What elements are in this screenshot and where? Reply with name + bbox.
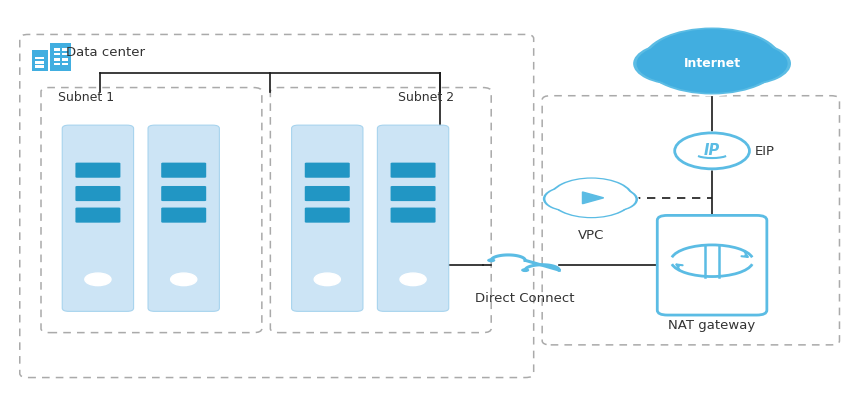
Circle shape bbox=[542, 186, 596, 212]
FancyBboxPatch shape bbox=[148, 126, 220, 312]
FancyBboxPatch shape bbox=[304, 187, 350, 202]
Circle shape bbox=[400, 273, 426, 286]
Circle shape bbox=[671, 132, 753, 171]
FancyBboxPatch shape bbox=[35, 62, 44, 64]
FancyBboxPatch shape bbox=[54, 54, 60, 56]
FancyBboxPatch shape bbox=[162, 187, 206, 202]
Circle shape bbox=[642, 28, 781, 95]
Circle shape bbox=[630, 41, 726, 88]
Circle shape bbox=[171, 273, 197, 286]
FancyBboxPatch shape bbox=[162, 163, 206, 178]
FancyBboxPatch shape bbox=[292, 126, 363, 312]
Circle shape bbox=[646, 30, 778, 94]
FancyBboxPatch shape bbox=[62, 54, 68, 56]
Polygon shape bbox=[582, 192, 604, 204]
FancyBboxPatch shape bbox=[35, 66, 44, 69]
Text: Subnet 2: Subnet 2 bbox=[398, 90, 454, 103]
Circle shape bbox=[590, 189, 635, 211]
Text: VPC: VPC bbox=[578, 229, 604, 242]
FancyBboxPatch shape bbox=[557, 198, 625, 209]
Circle shape bbox=[639, 27, 785, 97]
Text: NAT gateway: NAT gateway bbox=[669, 318, 756, 331]
FancyBboxPatch shape bbox=[654, 62, 770, 79]
Circle shape bbox=[663, 32, 738, 68]
FancyBboxPatch shape bbox=[391, 187, 435, 202]
Circle shape bbox=[314, 273, 340, 286]
FancyBboxPatch shape bbox=[62, 126, 133, 312]
FancyBboxPatch shape bbox=[377, 126, 449, 312]
Circle shape bbox=[702, 43, 791, 86]
Circle shape bbox=[636, 45, 719, 84]
Circle shape bbox=[699, 41, 794, 88]
FancyBboxPatch shape bbox=[654, 62, 770, 80]
Text: Internet: Internet bbox=[683, 57, 740, 70]
Circle shape bbox=[563, 180, 607, 202]
FancyBboxPatch shape bbox=[75, 208, 121, 223]
Circle shape bbox=[587, 188, 639, 212]
FancyBboxPatch shape bbox=[54, 59, 60, 62]
Circle shape bbox=[545, 188, 593, 211]
FancyBboxPatch shape bbox=[75, 187, 121, 202]
FancyBboxPatch shape bbox=[54, 64, 60, 66]
FancyBboxPatch shape bbox=[50, 43, 71, 72]
Circle shape bbox=[521, 268, 529, 273]
Circle shape bbox=[543, 187, 595, 212]
FancyBboxPatch shape bbox=[654, 62, 770, 81]
FancyBboxPatch shape bbox=[75, 163, 121, 178]
Circle shape bbox=[548, 178, 634, 219]
Circle shape bbox=[551, 179, 631, 218]
Circle shape bbox=[582, 184, 617, 201]
Text: Data center: Data center bbox=[67, 45, 145, 59]
Circle shape bbox=[693, 36, 760, 68]
FancyBboxPatch shape bbox=[557, 198, 625, 209]
Circle shape bbox=[659, 30, 741, 69]
Circle shape bbox=[587, 188, 638, 212]
FancyBboxPatch shape bbox=[391, 208, 435, 223]
FancyBboxPatch shape bbox=[391, 163, 435, 178]
Circle shape bbox=[675, 133, 750, 169]
Circle shape bbox=[580, 183, 620, 202]
FancyBboxPatch shape bbox=[32, 51, 49, 72]
Circle shape bbox=[579, 183, 621, 202]
Circle shape bbox=[705, 45, 787, 84]
Circle shape bbox=[634, 43, 722, 86]
FancyBboxPatch shape bbox=[657, 216, 767, 315]
FancyBboxPatch shape bbox=[62, 64, 68, 66]
FancyBboxPatch shape bbox=[304, 163, 350, 178]
FancyBboxPatch shape bbox=[35, 58, 44, 60]
Text: IP: IP bbox=[704, 142, 720, 157]
Circle shape bbox=[690, 35, 764, 70]
FancyBboxPatch shape bbox=[54, 49, 60, 52]
FancyBboxPatch shape bbox=[304, 208, 350, 223]
FancyBboxPatch shape bbox=[62, 49, 68, 52]
Text: EIP: EIP bbox=[754, 145, 775, 158]
FancyBboxPatch shape bbox=[557, 198, 625, 208]
Text: Subnet 1: Subnet 1 bbox=[58, 90, 114, 103]
Circle shape bbox=[666, 33, 734, 66]
Circle shape bbox=[85, 273, 111, 286]
Text: Direct Connect: Direct Connect bbox=[475, 291, 575, 304]
FancyBboxPatch shape bbox=[162, 208, 206, 223]
Circle shape bbox=[687, 33, 767, 71]
Circle shape bbox=[564, 181, 606, 201]
Circle shape bbox=[567, 182, 604, 200]
FancyBboxPatch shape bbox=[62, 59, 68, 62]
Circle shape bbox=[549, 178, 634, 219]
Circle shape bbox=[487, 259, 495, 263]
